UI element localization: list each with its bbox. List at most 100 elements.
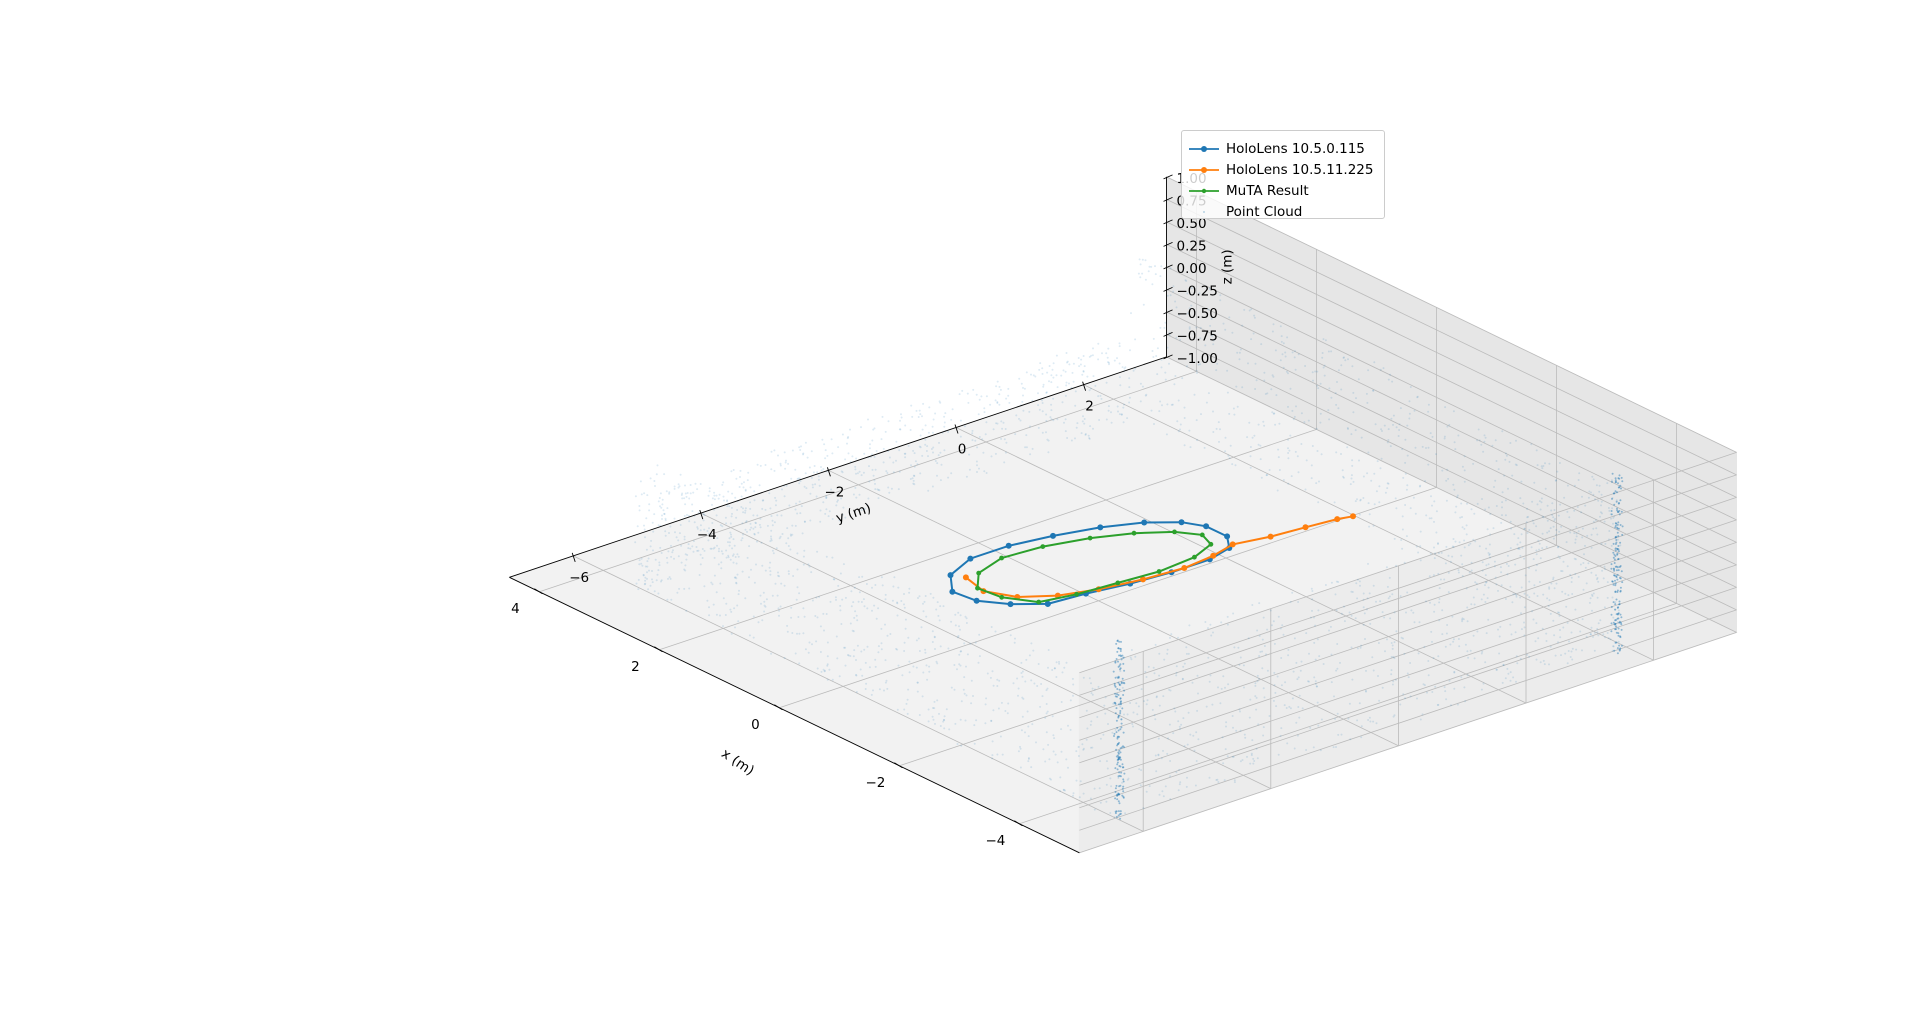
cloud-point [1320, 453, 1323, 456]
cloud-point [1148, 265, 1151, 268]
cloud-point [1314, 370, 1317, 373]
cloud-point [1117, 775, 1120, 778]
cloud-point [1613, 649, 1616, 652]
cloud-point [831, 452, 834, 455]
cloud-point [1181, 678, 1184, 681]
cloud-point [1427, 674, 1430, 677]
cloud-point [1117, 647, 1120, 650]
cloud-point [884, 593, 887, 596]
cloud-point [1495, 668, 1498, 671]
cloud-point [971, 432, 974, 435]
cloud-point [1186, 743, 1189, 746]
cloud-point [652, 530, 655, 533]
x-tick-label: 0 [751, 717, 760, 733]
cloud-point [1519, 497, 1522, 500]
cloud-point [681, 497, 684, 500]
cloud-point [1050, 403, 1053, 406]
cloud-point [1071, 677, 1074, 680]
cloud-point [787, 572, 790, 575]
cloud-point [718, 547, 720, 550]
cloud-point [730, 632, 733, 635]
cloud-point [837, 446, 840, 449]
z-tick-label: 0.25 [1177, 238, 1207, 254]
cloud-point [1114, 692, 1117, 695]
cloud-point [787, 462, 790, 465]
cloud-point [936, 662, 939, 665]
cloud-point [1461, 465, 1464, 468]
cloud-point [687, 514, 690, 517]
cloud-point [1108, 363, 1110, 366]
cloud-point [1526, 532, 1529, 534]
cloud-point [905, 702, 908, 705]
cloud-point [1078, 796, 1081, 799]
cloud-point [1487, 506, 1490, 509]
cloud-point [729, 522, 732, 525]
cloud-point [1117, 757, 1120, 760]
series-point [975, 585, 980, 591]
cloud-point [785, 484, 788, 487]
cloud-point [1591, 593, 1593, 596]
cloud-point [1293, 356, 1296, 359]
cloud-point [1484, 574, 1487, 577]
cloud-point [660, 552, 663, 554]
cloud-point [1117, 758, 1120, 761]
cloud-point [1546, 519, 1549, 522]
cloud-point [1228, 457, 1231, 460]
cloud-point [1616, 523, 1619, 526]
cloud-point [1172, 285, 1175, 288]
cloud-point [1145, 703, 1148, 706]
cloud-point [730, 535, 733, 538]
cloud-point [1501, 681, 1504, 684]
cloud-point [1229, 444, 1232, 447]
cloud-point [1176, 420, 1179, 423]
cloud-point [976, 471, 978, 473]
cloud-point [1435, 531, 1438, 534]
cloud-point [1139, 276, 1142, 279]
cloud-point [924, 651, 927, 654]
cloud-point [1472, 462, 1475, 465]
cloud-point [1458, 645, 1461, 648]
cloud-point [1170, 403, 1173, 406]
cloud-point [853, 616, 856, 619]
cloud-point [1356, 647, 1359, 650]
cloud-point [877, 607, 880, 610]
cloud-point [760, 602, 762, 605]
cloud-point [1155, 695, 1158, 698]
cloud-point [1613, 503, 1616, 506]
cloud-point [1433, 500, 1436, 503]
cloud-point [645, 517, 648, 520]
cloud-point [960, 650, 963, 653]
cloud-point [874, 584, 877, 586]
cloud-point [1343, 356, 1345, 359]
cloud-point [1478, 545, 1481, 548]
cloud-point [727, 490, 730, 493]
cloud-point [866, 645, 869, 648]
cloud-point [1124, 366, 1127, 369]
cloud-point [773, 449, 776, 452]
cloud-point [722, 495, 725, 498]
cloud-point [735, 577, 738, 580]
cloud-point [1113, 735, 1115, 737]
cloud-point [847, 436, 850, 438]
cloud-point [654, 558, 657, 561]
cloud-point [1188, 327, 1191, 330]
cloud-point [1520, 612, 1522, 615]
cloud-point [1571, 647, 1574, 650]
cloud-point [1114, 676, 1117, 679]
cloud-point [1105, 418, 1108, 421]
cloud-point [1393, 537, 1396, 540]
cloud-point [1611, 497, 1613, 500]
cloud-point [1154, 265, 1156, 268]
cloud-point [1105, 381, 1108, 384]
cloud-point [1377, 642, 1380, 644]
cloud-point [1116, 794, 1119, 797]
cloud-point [1519, 596, 1522, 599]
cloud-point [780, 514, 783, 517]
cloud-point [1065, 661, 1068, 664]
cloud-point [1473, 603, 1476, 606]
cloud-point [1050, 409, 1053, 412]
cloud-point [1109, 777, 1112, 780]
cloud-point [1022, 386, 1024, 389]
cloud-point [1047, 451, 1050, 454]
cloud-point [678, 485, 681, 488]
